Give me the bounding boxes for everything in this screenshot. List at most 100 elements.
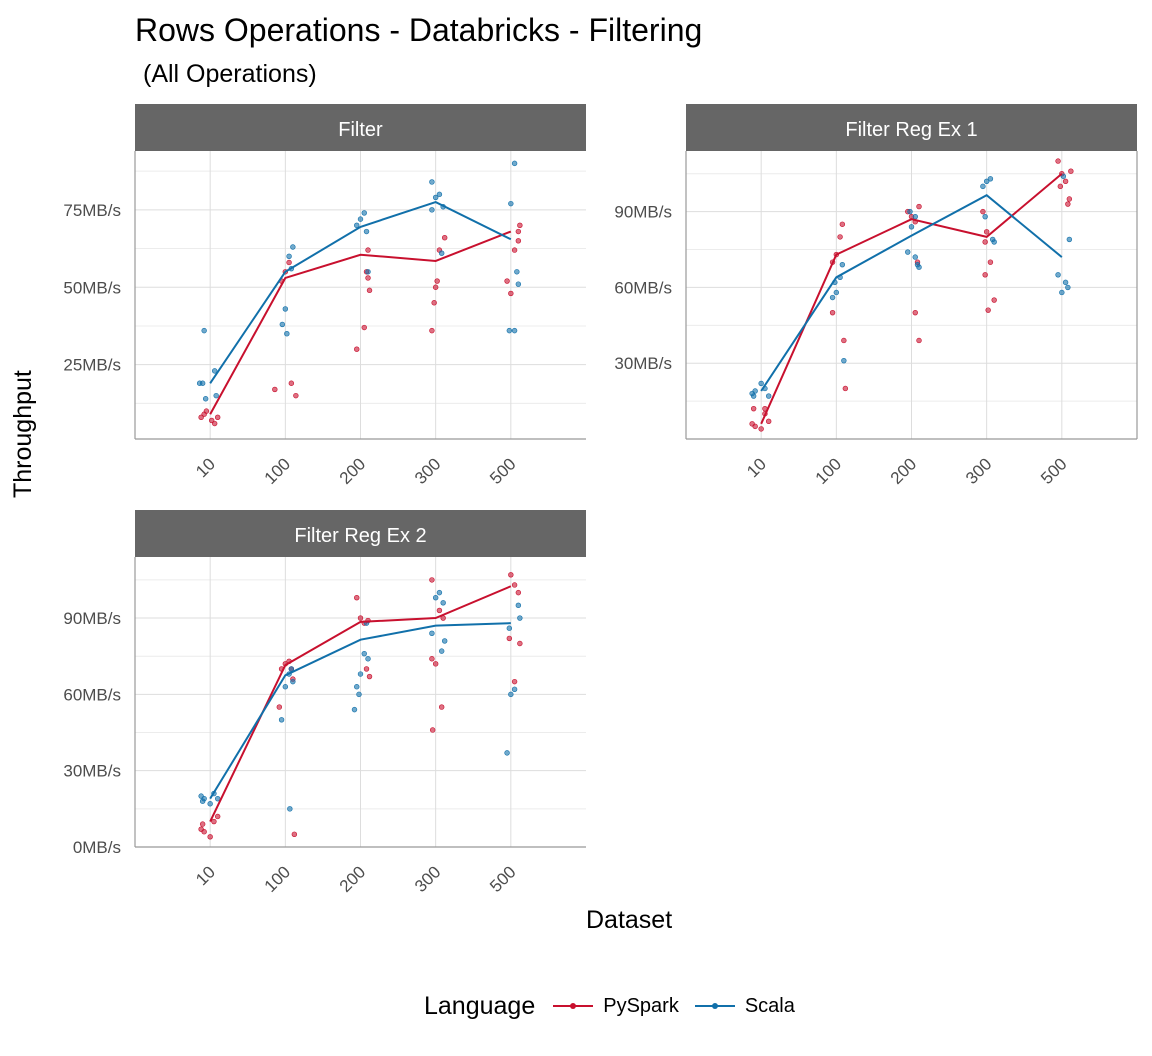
legend-key-pyspark xyxy=(549,996,597,1016)
x-tick-label: 200 xyxy=(336,454,369,487)
x-tick-label: 300 xyxy=(411,862,444,895)
data-point-scala xyxy=(515,602,522,609)
data-point-scala xyxy=(980,183,986,190)
data-point-pyspark xyxy=(357,615,364,621)
data-point-scala xyxy=(833,289,840,296)
data-point-pyspark xyxy=(441,235,448,241)
data-point-pyspark xyxy=(293,392,299,399)
chart-subtitle: (All Operations) xyxy=(143,60,317,88)
data-point-pyspark xyxy=(438,704,445,710)
data-point-pyspark xyxy=(429,577,435,583)
data-point-pyspark xyxy=(504,278,510,284)
data-point-scala xyxy=(916,264,922,270)
data-point-scala xyxy=(354,222,360,229)
data-point-scala xyxy=(207,801,213,807)
data-point-scala xyxy=(438,648,445,654)
data-point-pyspark xyxy=(916,203,922,210)
data-point-scala xyxy=(515,281,522,287)
data-point-pyspark xyxy=(982,239,988,245)
data-point-pyspark xyxy=(1068,168,1074,174)
data-point-pyspark xyxy=(980,208,986,215)
data-point-scala xyxy=(987,176,994,182)
y-tick-label: 25MB/s xyxy=(63,356,121,375)
data-point-pyspark xyxy=(286,259,292,266)
x-tick-label: 10 xyxy=(192,862,219,889)
data-point-scala xyxy=(504,750,510,756)
chart-title: Rows Operations - Databricks - Filtering xyxy=(135,12,703,48)
x-tick-label: 200 xyxy=(336,862,369,895)
data-point-pyspark xyxy=(1057,183,1064,190)
data-point-scala xyxy=(841,357,847,364)
data-point-scala xyxy=(429,630,435,637)
data-point-pyspark xyxy=(201,829,207,835)
data-point-scala xyxy=(290,678,296,685)
data-point-pyspark xyxy=(839,221,846,227)
data-point-pyspark xyxy=(214,414,221,421)
data-point-pyspark xyxy=(985,307,991,313)
data-point-pyspark xyxy=(429,327,435,334)
data-point-scala xyxy=(829,294,836,301)
facet-strip-label: Filter Reg Ex 2 xyxy=(294,525,426,547)
data-point-pyspark xyxy=(214,813,221,820)
y-tick-label: 90MB/s xyxy=(614,203,672,222)
legend: Language PySpark Scala xyxy=(424,986,807,1026)
data-point-pyspark xyxy=(354,595,360,601)
data-point-pyspark xyxy=(291,831,298,837)
data-point-pyspark xyxy=(842,385,849,392)
data-point-scala xyxy=(1060,173,1067,179)
data-point-pyspark xyxy=(508,572,514,578)
data-point-pyspark xyxy=(508,290,514,297)
facet-strip xyxy=(686,104,1137,151)
data-point-scala xyxy=(839,261,846,268)
data-point-scala xyxy=(440,600,446,606)
data-point-pyspark xyxy=(515,589,522,596)
data-point-pyspark xyxy=(361,324,367,331)
y-tick-label: 30MB/s xyxy=(63,762,121,781)
data-point-pyspark xyxy=(765,418,772,425)
data-point-scala xyxy=(288,666,295,672)
data-point-scala xyxy=(907,208,913,215)
data-point-scala xyxy=(282,306,289,312)
data-point-pyspark xyxy=(203,408,210,414)
data-point-scala xyxy=(991,239,997,245)
data-point-scala xyxy=(429,207,435,213)
data-point-scala xyxy=(1062,279,1069,286)
data-point-scala xyxy=(202,396,209,402)
legend-title: Language xyxy=(424,991,536,1020)
data-point-scala xyxy=(765,393,772,399)
legend-key-scala xyxy=(691,996,739,1016)
data-point-pyspark xyxy=(752,423,758,430)
legend-label-scala: Scala xyxy=(744,994,795,1017)
data-point-scala xyxy=(750,393,757,399)
panel-1: Filter 25MB/s 50MB/s 75MB/s 10 100 200 300 500 xyxy=(63,104,586,488)
data-point-scala xyxy=(354,684,360,690)
data-point-scala xyxy=(436,191,443,198)
x-tick-label: 300 xyxy=(411,454,444,487)
facet-strip xyxy=(135,104,586,151)
data-point-pyspark xyxy=(432,661,439,667)
y-tick-label: 75MB/s xyxy=(63,201,121,220)
data-point-scala xyxy=(908,224,915,230)
panel-2: Filter Reg Ex 1 30MB/s 60MB/s 90MB/s 10 100 20… xyxy=(614,104,1138,488)
data-point-scala xyxy=(1066,236,1073,243)
data-point-scala xyxy=(278,717,285,723)
y-tick-label: 90MB/s xyxy=(63,609,121,628)
data-point-pyspark xyxy=(511,247,518,253)
data-point-pyspark xyxy=(517,222,523,229)
data-point-scala xyxy=(199,798,206,804)
x-tick-label: 10 xyxy=(743,454,770,481)
data-point-scala xyxy=(508,691,514,698)
data-point-scala xyxy=(351,706,358,713)
data-point-pyspark xyxy=(366,673,373,680)
data-point-scala xyxy=(506,625,513,631)
data-point-pyspark xyxy=(431,300,437,306)
data-point-pyspark xyxy=(276,704,283,710)
data-point-scala xyxy=(199,380,206,386)
data-point-pyspark xyxy=(515,238,522,244)
x-tick-label: 500 xyxy=(486,454,519,487)
y-tick-label: 60MB/s xyxy=(614,278,672,297)
series-line-scala xyxy=(209,622,511,800)
data-point-pyspark xyxy=(517,640,523,647)
data-point-pyspark xyxy=(436,607,443,614)
x-axis-label: Dataset xyxy=(586,906,673,934)
